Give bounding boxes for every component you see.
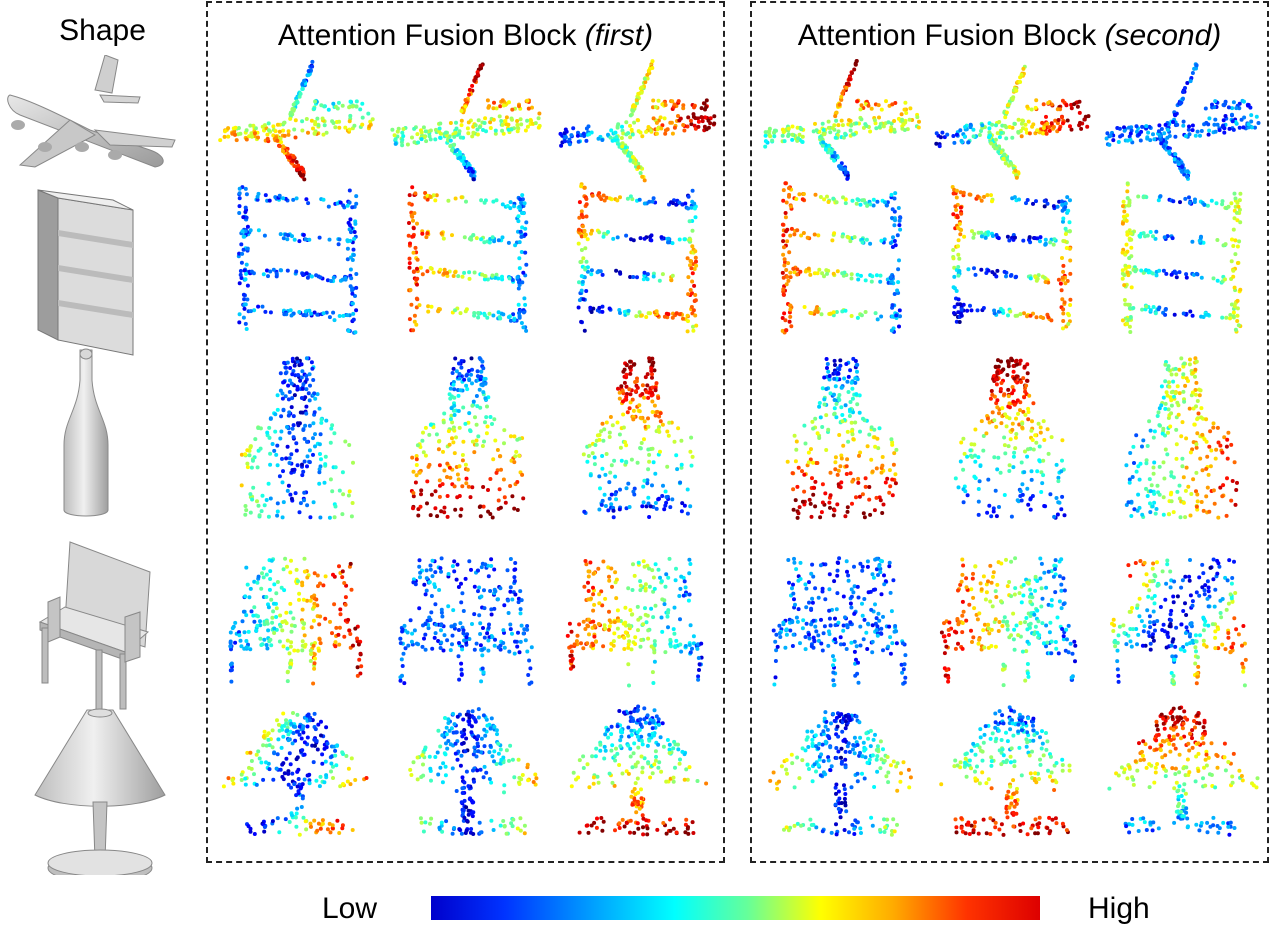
point-cloud-airplane-3: [558, 59, 717, 183]
bookshelf-icon: [37, 189, 134, 356]
point-cloud-shelf-3: [1120, 181, 1243, 334]
block-first-title: Attention Fusion Block (first): [208, 19, 723, 53]
block-second-title-text: Attention Fusion Block: [797, 19, 1097, 52]
point-cloud-bottle-1: [239, 356, 355, 520]
point-cloud-chair-3: [565, 556, 704, 688]
block-first-subtitle: (first): [584, 19, 654, 52]
block-second-subtitle: (second): [1104, 19, 1222, 52]
point-cloud-chair-3: [1110, 557, 1248, 688]
lamp-icon: [34, 708, 166, 875]
point-cloud-bottle-2: [409, 356, 526, 520]
point-cloud-chair-1: [228, 556, 364, 686]
colorbar-low-label: Low: [322, 892, 378, 925]
colorbar-high-label: High: [1088, 892, 1150, 925]
point-cloud-airplane-1: [218, 59, 375, 182]
point-cloud-airplane-2: [390, 62, 542, 182]
attention-maps-first: [218, 59, 717, 837]
point-cloud-lamp-2: [408, 707, 539, 836]
attention-block-second: Attention Fusion Block (second): [750, 1, 1269, 863]
point-cloud-shelf-3: [576, 182, 699, 334]
point-cloud-lamp-2: [939, 705, 1072, 837]
point-cloud-shelf-2: [950, 185, 1073, 331]
point-cloud-lamp-1: [768, 710, 913, 837]
point-cloud-bottle-2: [953, 356, 1067, 520]
point-cloud-bottle-3: [1124, 356, 1239, 520]
point-cloud-lamp-1: [221, 711, 369, 837]
point-cloud-airplane-2: [934, 64, 1091, 180]
point-cloud-airplane-1: [763, 59, 921, 181]
point-cloud-bottle-3: [581, 356, 695, 520]
point-cloud-chair-2: [398, 556, 534, 686]
point-cloud-shelf-2: [406, 185, 529, 333]
point-cloud-lamp-3: [1107, 705, 1260, 837]
chair-icon: [38, 541, 151, 711]
airplane-icon: [7, 55, 176, 168]
attention-block-first: Attention Fusion Block (first): [206, 1, 725, 863]
point-cloud-shelf-1: [236, 185, 359, 335]
colorbar-legend: Low High: [0, 880, 1269, 930]
shape-renders: [7, 55, 176, 875]
shape-column-title: Shape: [59, 14, 146, 47]
block-second-title: Attention Fusion Block (second): [752, 19, 1267, 53]
bottle-icon: [63, 348, 109, 517]
point-cloud-shelf-1: [780, 181, 903, 335]
point-cloud-airplane-3: [1104, 62, 1261, 181]
colorbar: [431, 896, 1040, 920]
point-cloud-chair-1: [771, 556, 908, 688]
point-cloud-bottle-1: [785, 356, 899, 520]
point-cloud-chair-2: [939, 556, 1078, 688]
shape-column: [0, 55, 205, 875]
attention-maps-second: [763, 59, 1261, 837]
block-first-title-text: Attention Fusion Block: [277, 19, 577, 52]
point-cloud-lamp-3: [569, 704, 709, 837]
